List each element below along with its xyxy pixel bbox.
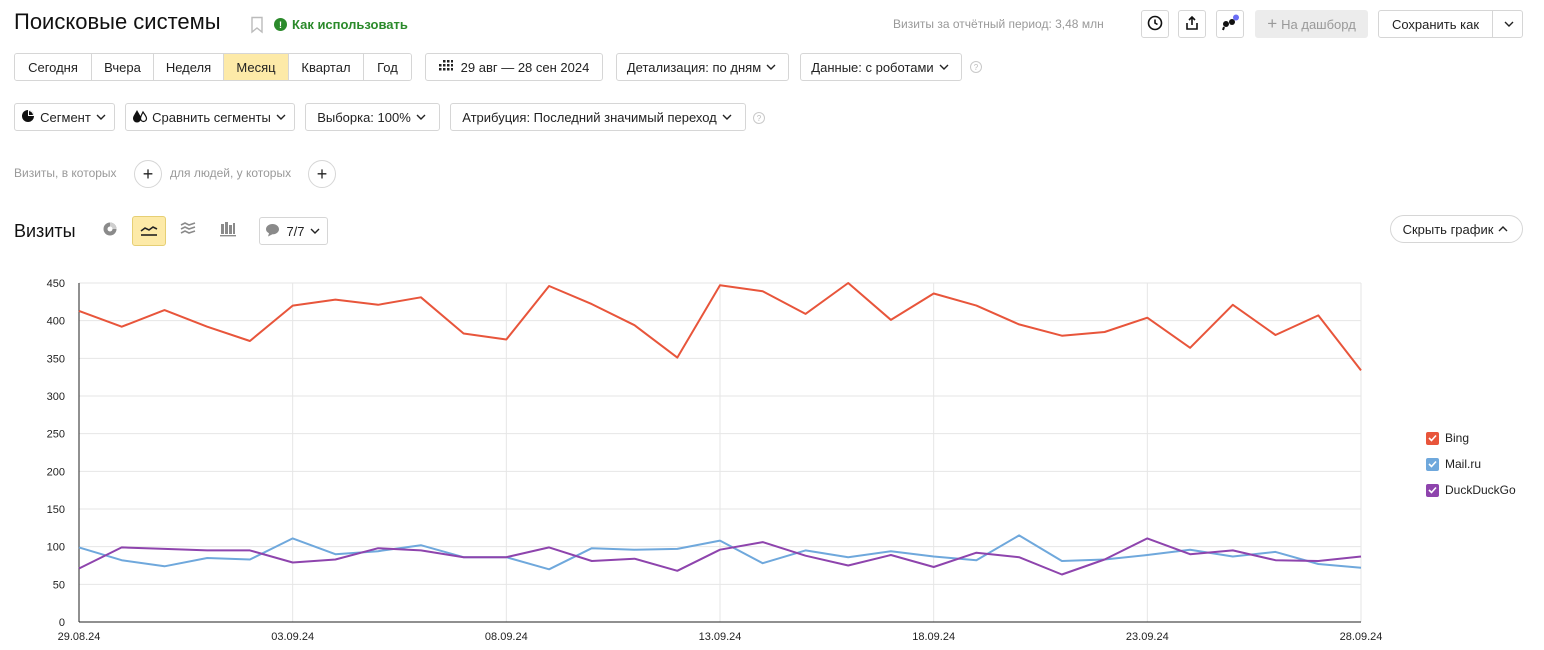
save-as-button[interactable]: Сохранить как bbox=[1378, 10, 1493, 38]
checkbox-checked-icon bbox=[1426, 483, 1439, 497]
add-people-condition-button[interactable]: + bbox=[308, 160, 336, 188]
x-tick-label: 18.09.24 bbox=[912, 631, 955, 643]
chevron-up-icon bbox=[1496, 222, 1510, 236]
assistant-button[interactable] bbox=[1216, 10, 1244, 38]
chevron-down-icon bbox=[274, 110, 288, 124]
y-axis-ticks: 0 50 100 150 200 250 300 350 400 450 bbox=[47, 278, 65, 629]
chart-series bbox=[78, 282, 1362, 576]
sample-dropdown[interactable]: Выборка: 100% bbox=[305, 103, 440, 131]
pie-chart-button[interactable] bbox=[96, 216, 124, 244]
pie-segment-icon bbox=[21, 109, 35, 126]
line-chart-icon bbox=[140, 223, 158, 240]
bar-chart-icon bbox=[220, 221, 236, 240]
comment-icon bbox=[265, 223, 280, 240]
data-robots-dropdown[interactable]: Данные: с роботами bbox=[800, 53, 962, 81]
checkbox-checked-icon bbox=[1426, 431, 1439, 445]
y-tick-label: 350 bbox=[47, 353, 65, 365]
visits-line-chart: 0 50 100 150 200 250 300 350 400 450 29.08.24 03.0… bbox=[47, 278, 1383, 643]
x-tick-label: 03.09.24 bbox=[271, 631, 314, 643]
clock-icon bbox=[1147, 15, 1163, 34]
period-year[interactable]: Год bbox=[364, 54, 411, 80]
chevron-down-icon bbox=[94, 110, 108, 124]
detail-dropdown[interactable]: Детализация: по дням bbox=[616, 53, 789, 81]
date-range-picker[interactable]: 29 авг — 28 сен 2024 bbox=[425, 53, 603, 81]
share-icon bbox=[1184, 15, 1200, 34]
how-to-use-link[interactable]: ! Как использовать bbox=[274, 17, 408, 32]
y-tick-label: 300 bbox=[47, 391, 65, 403]
area-chart-icon bbox=[180, 221, 196, 240]
chart-grid bbox=[78, 282, 1362, 623]
chevron-down-icon bbox=[1502, 17, 1516, 31]
chevron-down-icon bbox=[720, 110, 734, 124]
x-tick-label: 23.09.24 bbox=[1126, 631, 1169, 643]
checkbox-checked-icon bbox=[1426, 457, 1439, 471]
info-icon: ! bbox=[274, 18, 287, 31]
x-tick-label: 08.09.24 bbox=[485, 631, 528, 643]
people-condition-label: для людей, у которых bbox=[170, 166, 292, 180]
x-tick-label: 28.09.24 bbox=[1340, 631, 1383, 643]
save-as-dropdown[interactable] bbox=[1492, 10, 1523, 38]
bookmark-icon[interactable] bbox=[250, 16, 264, 34]
y-tick-label: 50 bbox=[53, 579, 65, 591]
period-selector: Сегодня Вчера Неделя Месяц Квартал Год bbox=[14, 53, 412, 81]
period-month[interactable]: Месяц bbox=[224, 54, 289, 80]
y-tick-label: 150 bbox=[47, 504, 65, 516]
plus-icon: + bbox=[316, 163, 328, 184]
visits-condition-label: Визиты, в которых bbox=[14, 166, 117, 180]
chevron-down-icon bbox=[764, 60, 778, 74]
help-icon[interactable]: ? bbox=[970, 61, 982, 73]
series-line-bing bbox=[78, 282, 1362, 372]
period-week[interactable]: Неделя bbox=[154, 54, 224, 80]
x-tick-label: 29.08.24 bbox=[58, 631, 101, 643]
compare-segments-dropdown[interactable]: Сравнить сегменты bbox=[125, 103, 295, 131]
y-tick-label: 400 bbox=[47, 316, 65, 328]
history-button[interactable] bbox=[1141, 10, 1169, 38]
page-title: Поисковые системы bbox=[14, 9, 221, 34]
period-yesterday[interactable]: Вчера bbox=[92, 54, 154, 80]
x-tick-label: 13.09.24 bbox=[699, 631, 742, 643]
y-tick-label: 0 bbox=[59, 617, 65, 629]
series-line-mail-ru bbox=[78, 534, 1362, 571]
quote-bubble-icon bbox=[1220, 14, 1240, 35]
legend-item-mailru[interactable]: Mail.ru bbox=[1426, 457, 1481, 471]
x-axis-ticks: 29.08.24 03.09.24 08.09.24 13.09.24 18.09.24… bbox=[58, 631, 1383, 643]
plus-icon: + bbox=[142, 163, 154, 184]
attribution-dropdown[interactable]: Атрибуция: Последний значимый переход bbox=[450, 103, 746, 131]
period-today[interactable]: Сегодня bbox=[15, 54, 92, 80]
y-tick-label: 200 bbox=[47, 466, 65, 478]
drops-icon bbox=[132, 109, 148, 126]
legend-item-duckduckgo[interactable]: DuckDuckGo bbox=[1426, 483, 1516, 497]
pie-chart-icon bbox=[102, 221, 118, 240]
chevron-down-icon bbox=[414, 110, 428, 124]
calendar-icon bbox=[438, 59, 453, 75]
help-icon[interactable]: ? bbox=[753, 112, 765, 124]
plus-icon: + bbox=[1267, 14, 1278, 33]
series-selector-dropdown[interactable]: 7/7 bbox=[259, 217, 328, 245]
visits-total-label: Визиты за отчётный период: 3,48 млн bbox=[893, 17, 1104, 31]
export-button[interactable] bbox=[1178, 10, 1206, 38]
area-chart-button[interactable] bbox=[174, 216, 202, 244]
to-dashboard-button[interactable]: + На дашборд bbox=[1255, 10, 1368, 38]
hide-chart-button[interactable]: Скрыть график bbox=[1390, 215, 1523, 243]
y-tick-label: 250 bbox=[47, 429, 65, 441]
add-visit-condition-button[interactable]: + bbox=[134, 160, 162, 188]
chart-title: Визиты bbox=[14, 221, 76, 241]
bar-chart-button[interactable] bbox=[214, 216, 242, 244]
y-tick-label: 100 bbox=[47, 542, 65, 554]
y-tick-label: 450 bbox=[47, 278, 65, 290]
period-quarter[interactable]: Квартал bbox=[289, 54, 364, 80]
line-chart-button[interactable] bbox=[132, 216, 166, 246]
series-line-duckduckgo bbox=[78, 537, 1362, 576]
legend-item-bing[interactable]: Bing bbox=[1426, 431, 1469, 445]
chevron-down-icon bbox=[937, 60, 951, 74]
segment-dropdown[interactable]: Сегмент bbox=[14, 103, 115, 131]
chevron-down-icon bbox=[308, 224, 322, 238]
